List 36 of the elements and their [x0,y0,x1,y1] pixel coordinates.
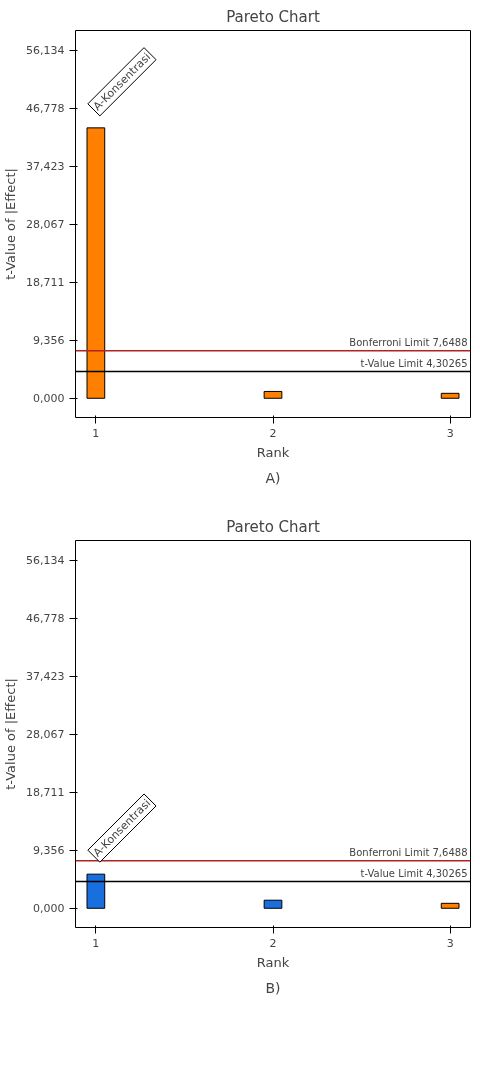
bar [263,390,283,399]
chart-title: Pareto Chart [226,517,320,536]
y-axis-title: t-Value of |Effect| [3,678,19,790]
y-tick-label: 46,778 [26,612,65,626]
text: A) [265,469,281,486]
y-tick-label: 18,711 [26,276,65,290]
x-tick-label: 1 [92,936,100,950]
y-tick-label: 9,356 [33,844,65,858]
y-tick-label: 28,067 [26,218,65,232]
y-tick-label: 28,067 [26,728,65,742]
x-tick-label: 3 [446,426,454,440]
x-axis-title: Rank [256,954,290,970]
ref-line-label: t-Value Limit 4,30265 [360,357,468,369]
y-tick-label: 0,000 [33,902,65,916]
x-axis-title: Rank [256,444,290,460]
y-tick-label: 56,134 [26,554,65,568]
y-tick-label: 46,778 [26,102,65,116]
bar [263,899,283,909]
y-tick-label: 0,000 [33,392,65,406]
y-tick-label: 56,134 [26,44,65,58]
ref-line-label: Bonferroni Limit 7,6488 [349,336,468,348]
chart-title: Pareto Chart [226,7,320,26]
x-tick-label: 2 [269,936,277,950]
x-tick-label: 2 [269,426,277,440]
y-tick-label: 37,423 [26,160,65,174]
x-tick-label: 1 [92,426,100,440]
bar [440,392,460,399]
y-tick-label: 9,356 [33,334,65,348]
ref-line-label: Bonferroni Limit 7,6488 [349,846,468,858]
y-axis-title: t-Value of |Effect| [3,168,19,280]
y-tick-label: 37,423 [26,670,65,684]
bar [440,902,460,909]
x-tick-label: 3 [446,936,454,950]
y-tick-label: 18,711 [26,786,65,800]
ref-line-label: t-Value Limit 4,30265 [360,867,468,879]
text: B) [265,979,281,996]
